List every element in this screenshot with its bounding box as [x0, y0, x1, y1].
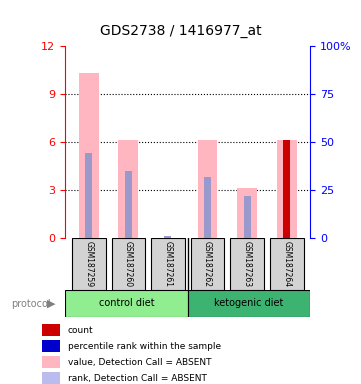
Bar [204, 177, 211, 238]
Bar [65, 290, 188, 317]
Bar [43, 324, 60, 336]
Bar [165, 237, 171, 238]
Text: count: count [68, 326, 93, 335]
Text: GSM187259: GSM187259 [84, 241, 93, 287]
Bar [244, 197, 251, 238]
Bar [237, 189, 257, 238]
Text: GSM187264: GSM187264 [282, 241, 291, 287]
Bar [43, 356, 60, 368]
Text: protocol: protocol [11, 299, 51, 309]
Bar [43, 340, 60, 352]
Text: GSM187263: GSM187263 [243, 241, 252, 287]
Bar [197, 141, 217, 238]
Bar [277, 141, 297, 238]
Text: GSM187262: GSM187262 [203, 241, 212, 287]
Bar [230, 238, 264, 290]
Bar [118, 141, 138, 238]
Bar [283, 169, 290, 238]
Bar [72, 238, 105, 290]
Text: control diet: control diet [99, 298, 154, 308]
Text: rank, Detection Call = ABSENT: rank, Detection Call = ABSENT [68, 374, 207, 383]
Bar [151, 238, 185, 290]
Bar [188, 290, 310, 317]
Bar [191, 238, 224, 290]
Text: GSM187260: GSM187260 [124, 241, 133, 287]
Bar [79, 73, 99, 238]
Text: percentile rank within the sample: percentile rank within the sample [68, 342, 221, 351]
Text: value, Detection Call = ABSENT: value, Detection Call = ABSENT [68, 358, 212, 367]
Text: GSM187261: GSM187261 [164, 241, 173, 287]
Bar [112, 238, 145, 290]
Text: GDS2738 / 1416977_at: GDS2738 / 1416977_at [100, 24, 261, 38]
Bar [283, 141, 290, 238]
Text: ketogenic diet: ketogenic diet [214, 298, 284, 308]
Bar [125, 171, 132, 238]
Bar [85, 153, 92, 238]
Bar [270, 238, 304, 290]
Bar [43, 372, 60, 384]
Text: ▶: ▶ [47, 299, 56, 309]
